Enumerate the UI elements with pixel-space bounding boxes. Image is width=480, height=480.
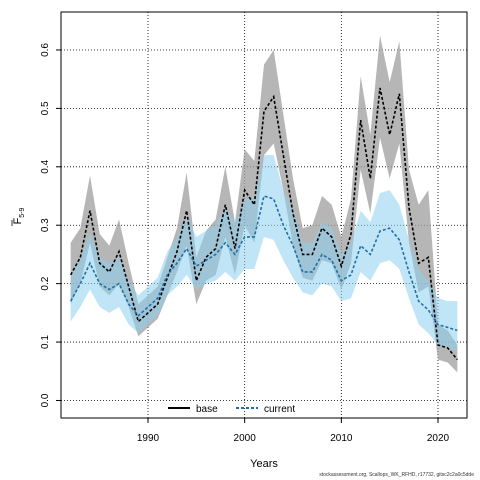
x-tick-label-2020: 2020 [427,433,450,444]
y-axis-title: F5-9 [11,207,26,226]
x-axis-title: Years [250,458,278,470]
legend-label-current: current [264,404,295,415]
x-tick-label-2000: 2000 [234,433,257,444]
legend-label-base: base [196,404,218,415]
footnote: stockassessment.org, Scallops_WK_RFHD, r… [319,472,474,478]
y-axis-title-sub: 5-9 [19,207,26,217]
legend: base current [168,404,295,415]
x-tick-label-2010: 2010 [330,433,353,444]
x-tick-label-1990: 1990 [137,433,160,444]
y-axis: 0.0 0.1 0.2 0.3 0.4 0.5 0.6 [40,43,61,407]
line-base [69,87,458,361]
y-tick-label-0.1: 0.1 [40,335,51,349]
confidence-bands [70,35,458,373]
band-current [70,155,458,351]
y-tick-label-0.4: 0.4 [40,159,51,173]
y-tick-label-0.2: 0.2 [40,276,51,290]
y-tick-label-0.3: 0.3 [40,218,51,232]
x-axis: 1990 2000 2010 2020 [137,417,450,444]
y-tick-label-0: 0.0 [40,393,51,407]
svg-text:F5-9: F5-9 [12,207,26,224]
y-tick-label-0.5: 0.5 [40,101,51,115]
y-axis-title-main: F [12,217,24,224]
line-current [69,194,458,332]
y-tick-label-0.6: 0.6 [40,43,51,57]
series-lines [69,87,458,361]
